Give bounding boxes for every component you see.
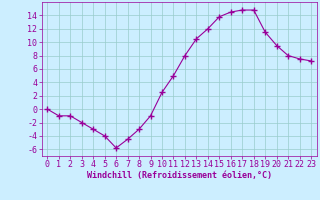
X-axis label: Windchill (Refroidissement éolien,°C): Windchill (Refroidissement éolien,°C)	[87, 171, 272, 180]
